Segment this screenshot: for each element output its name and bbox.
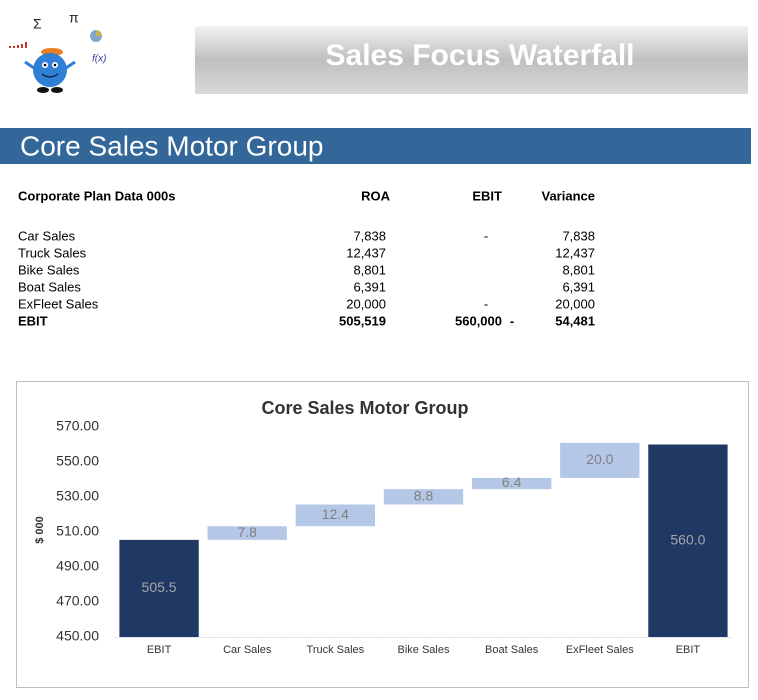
ebit-cell: - bbox=[484, 296, 488, 311]
section-bar bbox=[0, 128, 751, 164]
x-tick-label: Truck Sales bbox=[307, 644, 365, 656]
roa-cell: 12,437 bbox=[346, 245, 386, 260]
y-tick-label: 470.00 bbox=[56, 593, 99, 609]
variance-cell: 8,801 bbox=[562, 262, 595, 277]
logo-body bbox=[33, 53, 67, 87]
table-header: Corporate Plan Data 000s ROA EBIT Varian… bbox=[18, 188, 595, 203]
column-header: EBIT bbox=[472, 188, 502, 203]
logo-symbol: π bbox=[69, 10, 79, 26]
logo-pie bbox=[96, 30, 102, 36]
roa-cell: 7,838 bbox=[353, 228, 386, 243]
logo-bars bbox=[9, 42, 27, 48]
value-label: 20.0 bbox=[586, 451, 613, 467]
delta-bar bbox=[471, 477, 552, 490]
variance-cell: 20,000 bbox=[555, 296, 595, 311]
chart-frame bbox=[16, 381, 749, 688]
banner-title: Sales Focus Waterfall bbox=[326, 39, 635, 72]
chart: 450.00 470.00 490.00 510.00 530.00 550.00 570.… bbox=[56, 418, 732, 656]
delta-bar bbox=[560, 442, 640, 478]
y-tick-label: 530.00 bbox=[56, 488, 99, 504]
y-axis-label: $ 000 bbox=[34, 516, 46, 544]
column-header: Corporate Plan Data 000s bbox=[18, 188, 176, 203]
ebit-cell: - bbox=[484, 228, 488, 243]
logo-symbol: Σ bbox=[33, 16, 42, 32]
x-tick-label: Car Sales bbox=[223, 644, 272, 656]
column-header: ROA bbox=[361, 188, 391, 203]
logo: Σ π f(x) bbox=[9, 10, 106, 93]
variance-cell: 6,391 bbox=[562, 279, 595, 294]
roa-cell: 505,519 bbox=[339, 313, 386, 328]
x-tick-label: EBIT bbox=[147, 644, 172, 656]
chart-title: Core Sales Motor Group bbox=[261, 398, 468, 418]
value-label: 12.4 bbox=[322, 506, 349, 522]
logo-symbol: f(x) bbox=[92, 54, 106, 65]
delta-bar bbox=[295, 504, 376, 527]
delta-bar bbox=[207, 526, 287, 540]
value-label: 8.8 bbox=[414, 488, 434, 504]
y-tick-label: 490.00 bbox=[56, 558, 99, 574]
x-tick-label: Bike Sales bbox=[398, 644, 450, 656]
roa-cell: 6,391 bbox=[353, 279, 386, 294]
ebit-cell: 560,000 bbox=[455, 313, 502, 328]
x-tick-label: EBIT bbox=[676, 644, 701, 656]
banner bbox=[195, 26, 748, 94]
row-label: ExFleet Sales bbox=[18, 296, 99, 311]
row-label: Car Sales bbox=[18, 228, 76, 243]
y-tick-label: 570.00 bbox=[56, 418, 99, 434]
table-body: Car Sales 7,838 - 7,838 Truck Sales 12,437 12,… bbox=[18, 228, 595, 328]
y-tick-label: 550.00 bbox=[56, 453, 99, 469]
total-bar bbox=[119, 539, 199, 637]
row-label: EBIT bbox=[18, 313, 48, 328]
total-bar bbox=[648, 444, 728, 637]
section-title: Core Sales Motor Group bbox=[20, 130, 323, 161]
row-label: Bike Sales bbox=[18, 262, 80, 277]
variance-cell: 54,481 bbox=[555, 313, 595, 328]
value-label: 560.0 bbox=[670, 531, 705, 547]
value-label: 7.8 bbox=[237, 524, 257, 540]
y-tick-label: 510.00 bbox=[56, 523, 99, 539]
roa-cell: 8,801 bbox=[353, 262, 386, 277]
row-label: Truck Sales bbox=[18, 245, 87, 260]
column-header: Variance bbox=[542, 188, 596, 203]
row-label: Boat Sales bbox=[18, 279, 81, 294]
value-label: 505.5 bbox=[142, 579, 177, 595]
x-tick-label: Boat Sales bbox=[485, 644, 539, 656]
variance-cell: 12,437 bbox=[555, 245, 595, 260]
y-tick-label: 450.00 bbox=[56, 628, 99, 644]
x-tick-label: ExFleet Sales bbox=[566, 644, 634, 656]
value-label: 6.4 bbox=[502, 474, 522, 490]
variance-sign: - bbox=[510, 313, 514, 328]
variance-cell: 7,838 bbox=[562, 228, 595, 243]
roa-cell: 20,000 bbox=[346, 296, 386, 311]
delta-bar bbox=[383, 489, 464, 505]
